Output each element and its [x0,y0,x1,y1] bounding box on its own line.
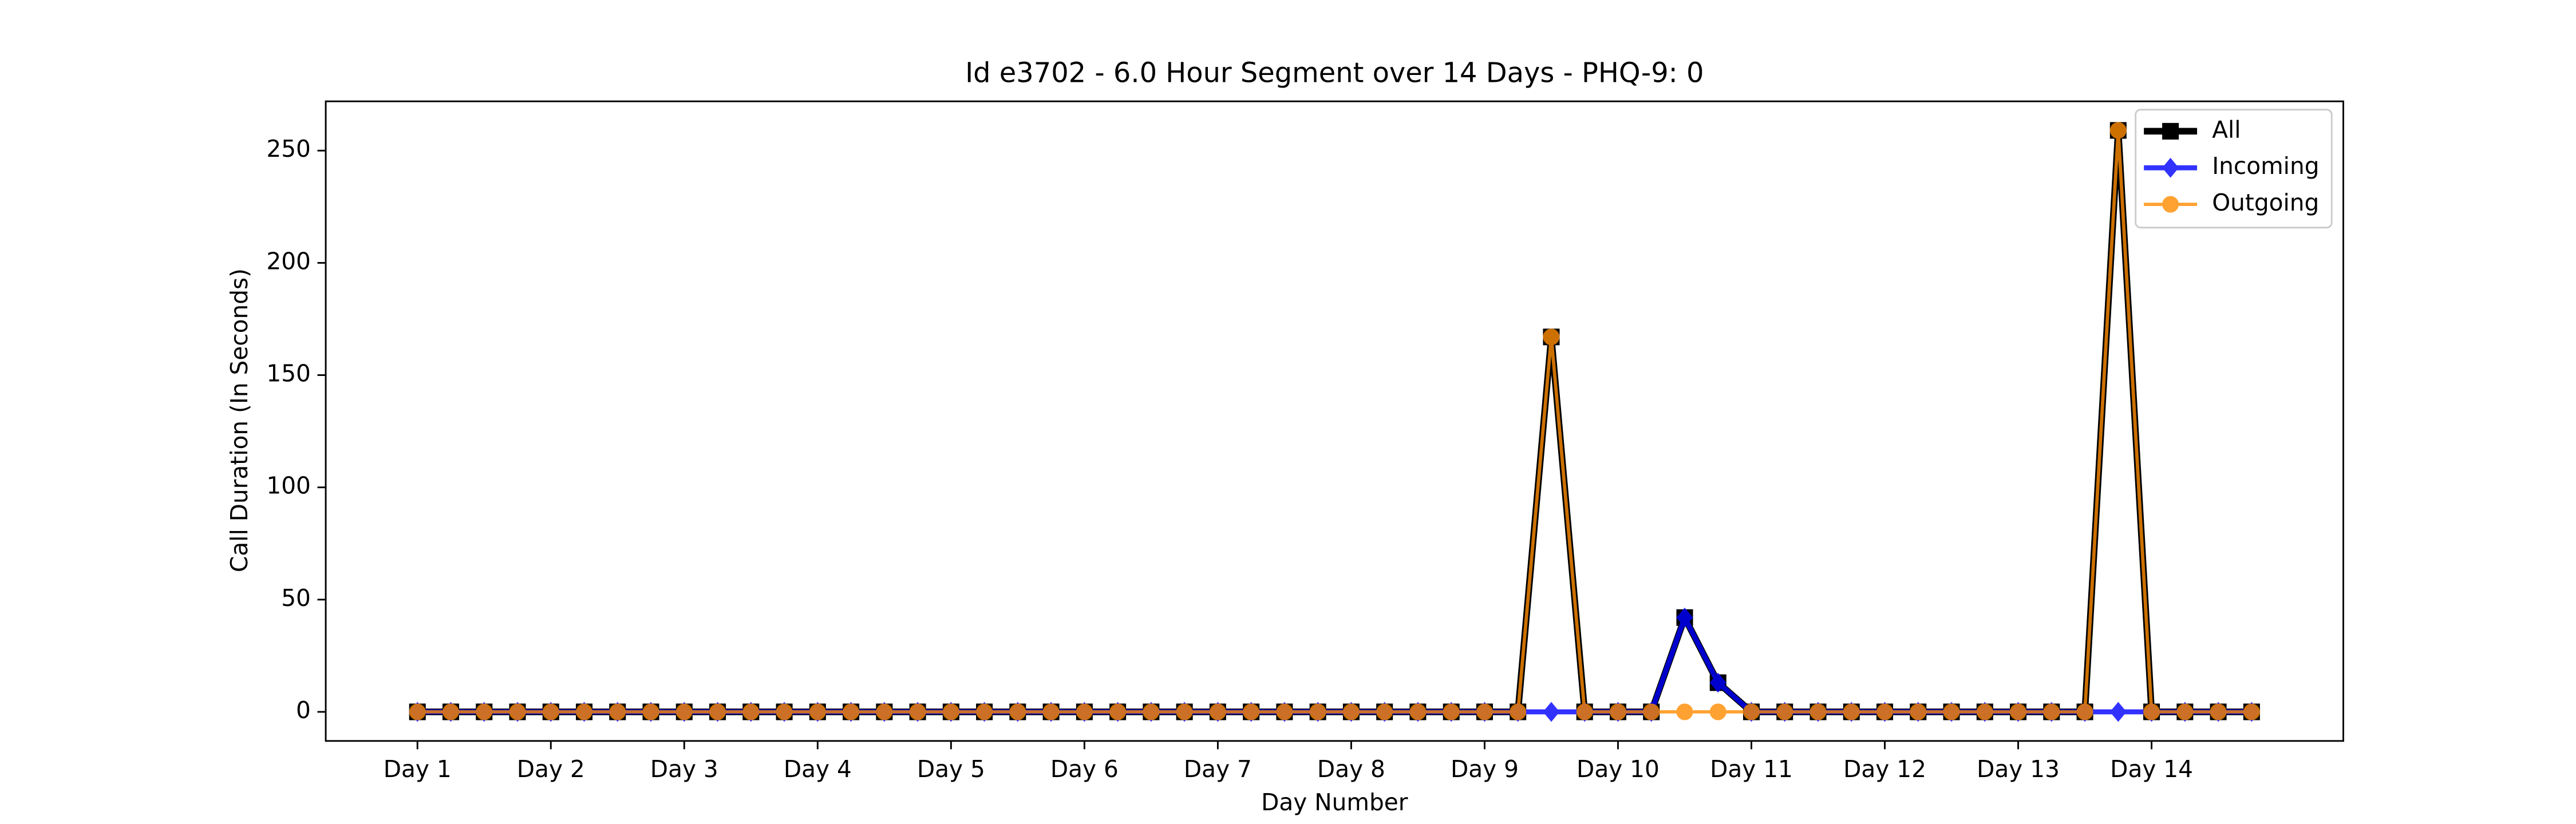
y-tick-label: 150 [266,360,311,387]
marker [1443,703,1460,720]
x-tick-label: Day 11 [1710,755,1793,783]
marker [442,703,460,720]
marker [2162,196,2179,213]
marker [2010,703,2027,720]
legend-entry [2144,196,2198,213]
marker [942,703,959,720]
marker [1409,703,1427,720]
legend-label: All [2212,116,2241,143]
legend-label: Incoming [2212,152,2319,180]
marker [976,703,993,720]
marker [1776,703,1793,720]
marker [1143,703,1160,720]
marker [1876,703,1894,720]
series [409,122,2260,720]
marker [1176,703,1193,720]
marker [1676,703,1693,720]
marker [2176,703,2194,720]
marker [1543,702,1560,722]
marker [642,703,659,720]
marker [542,703,559,720]
legend-label: Outgoing [2212,189,2319,216]
marker [1609,703,1626,720]
y-tick-label: 0 [296,696,311,724]
x-tick-label: Day 12 [1843,755,1926,783]
marker [2243,703,2260,720]
marker [609,703,626,720]
marker [1209,703,1226,720]
marker [1676,607,1693,628]
marker [1109,703,1127,720]
y-tick-label: 50 [281,584,311,612]
marker [776,703,793,720]
marker [1510,703,1527,720]
marker [2143,703,2160,720]
marker [1576,703,1593,720]
marker [809,703,826,720]
x-tick-label: Day 5 [917,755,985,783]
marker [409,703,426,720]
marker [2043,703,2060,720]
marker [709,703,726,720]
marker [1743,703,1760,720]
y-tick-label: 200 [266,247,311,275]
marker [1309,703,1326,720]
x-tick-label: Day 4 [784,755,852,783]
marker [2162,122,2179,140]
marker [1976,703,1993,720]
marker [1243,703,1260,720]
marker [1709,672,1726,693]
x-tick-label: Day 14 [2110,755,2193,783]
marker [1009,703,1026,720]
x-axis-label: Day Number [1261,789,1408,816]
x-tick-label: Day 3 [650,755,718,783]
marker [1042,703,1060,720]
plot-frame [325,100,2344,742]
x-tick-label: Day 13 [1977,755,2060,783]
marker [2210,703,2227,720]
marker [1276,703,1293,720]
y-axis-label: Call Duration (In Seconds) [226,268,253,572]
x-tick-label: Day 10 [1577,755,1660,783]
marker [476,703,493,720]
marker [576,703,593,720]
marker [843,703,860,720]
marker [2162,157,2179,178]
chart-title: Id e3702 - 6.0 Hour Segment over 14 Days… [965,58,1704,89]
x-tick-label: Day 7 [1184,755,1252,783]
y-tick-label: 100 [266,472,311,500]
marker [1342,703,1360,720]
legend-box [2135,109,2333,229]
marker [2109,122,2127,139]
marker [1543,328,1560,346]
marker [1709,703,1726,720]
marker [1910,703,1927,720]
marker [2076,703,2093,720]
marker [675,703,693,720]
marker [1943,703,1960,720]
marker [1076,703,1093,720]
marker [742,703,760,720]
marker [1476,703,1493,720]
marker [2109,702,2127,722]
marker [1809,703,1827,720]
marker [876,703,893,720]
marker [1843,703,1860,720]
x-tick-label: Day 1 [384,755,452,783]
marker [1376,703,1393,720]
legend-entry [2144,122,2198,140]
x-tick-label: Day 2 [517,755,585,783]
legend-entry [2144,157,2198,178]
x-tick-label: Day 6 [1050,755,1119,783]
x-tick-label: Day 8 [1317,755,1385,783]
marker [509,703,526,720]
y-tick-label: 250 [266,135,311,163]
x-tick-label: Day 9 [1451,755,1519,783]
marker [1643,703,1660,720]
marker [909,703,926,720]
